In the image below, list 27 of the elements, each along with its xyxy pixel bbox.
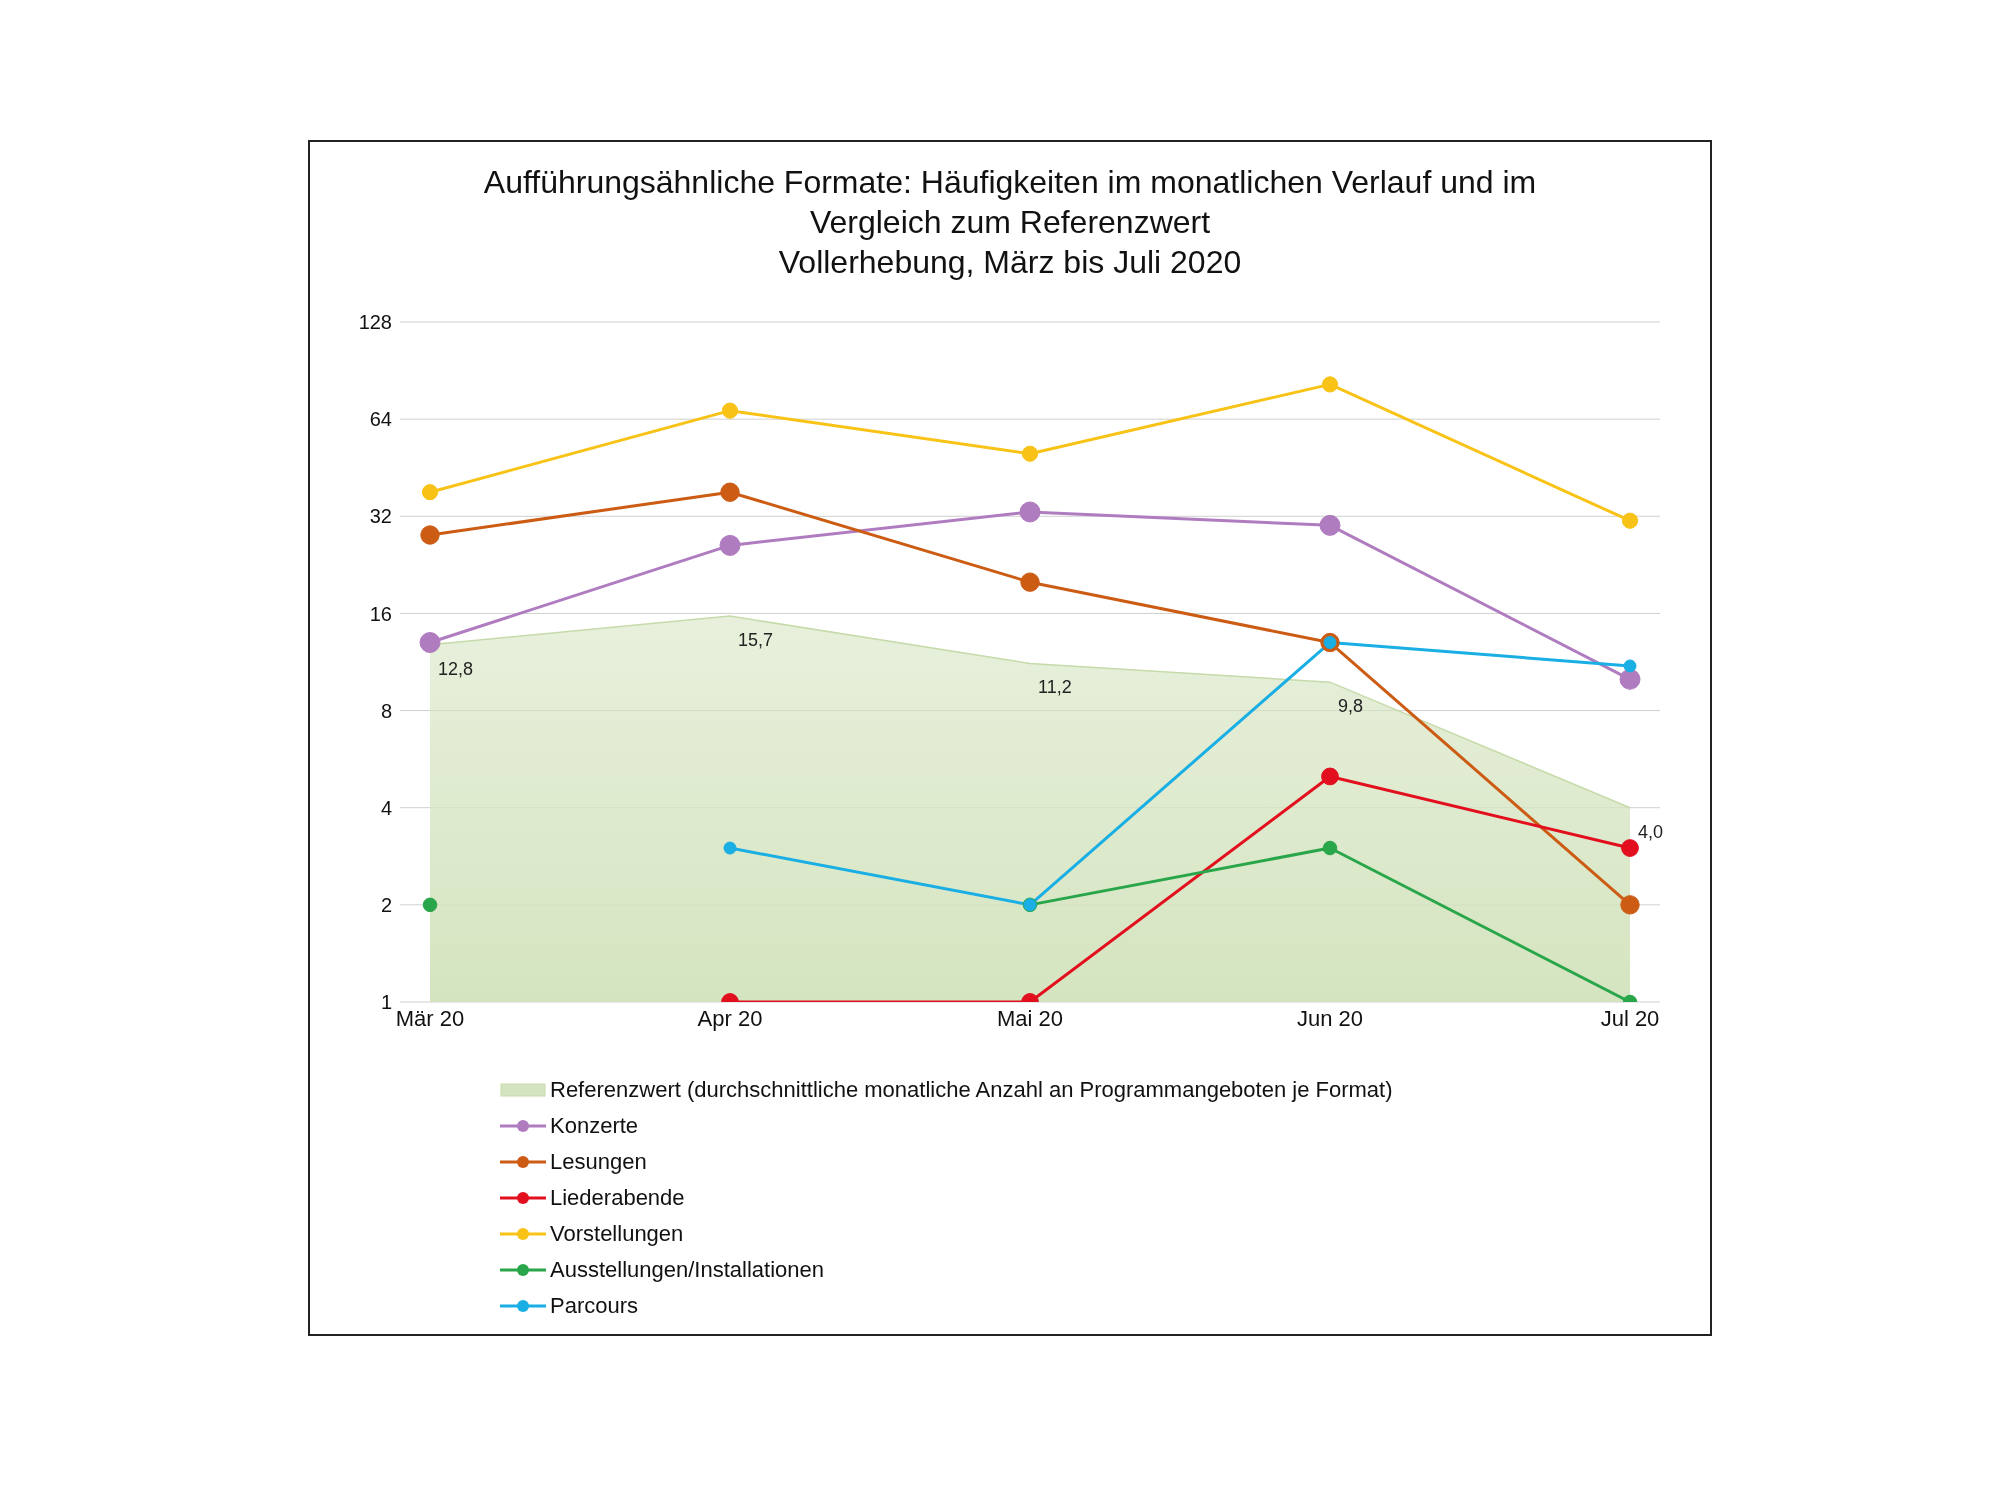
legend-label: Konzerte xyxy=(550,1113,639,1139)
legend-label: Liederabende xyxy=(550,1185,685,1211)
y-tick-label: 1 xyxy=(380,991,392,1014)
x-tick-label: Mär 20 xyxy=(395,1005,465,1031)
legend-label: Lesungen xyxy=(550,1149,647,1175)
legend-label: Referenzwert (durchschnittliche monatliche Anzahl an Programmangeboten je Format) xyxy=(550,1077,1393,1103)
y-tick-label: 4 xyxy=(380,796,392,819)
x-tick-label: Jun 20 xyxy=(1296,1005,1364,1031)
data-label: 9,8 xyxy=(1338,696,1364,717)
x-tick-label: Mai 20 xyxy=(996,1005,1064,1031)
legend-label: Parcours xyxy=(550,1293,639,1319)
y-tick-label: 8 xyxy=(380,699,392,722)
y-tick-label: 128 xyxy=(358,311,392,334)
y-tick-label: 16 xyxy=(369,602,392,625)
chart-subtitle: Vollerhebung, März bis Juli 2020 xyxy=(777,243,1243,282)
x-tick-label: Jul 20 xyxy=(1600,1005,1660,1031)
data-label: 12,8 xyxy=(438,658,474,679)
y-tick-label: 32 xyxy=(369,505,392,528)
x-tick-label: Apr 20 xyxy=(697,1005,763,1031)
data-label: 15,7 xyxy=(738,630,774,651)
y-tick-label: 2 xyxy=(380,893,392,916)
data-label: 11,2 xyxy=(1038,677,1072,698)
legend-label: Vorstellungen xyxy=(550,1221,684,1247)
data-label: 4,0 xyxy=(1638,821,1664,842)
y-tick-label: 64 xyxy=(369,408,392,431)
chart-title: Aufführungsähnliche Formate: Häufigkeiten im monatlichen Verlauf und im Vergleich zum Referenzwert xyxy=(482,163,1538,242)
legend-label: Ausstellungen/Installationen xyxy=(550,1257,824,1283)
